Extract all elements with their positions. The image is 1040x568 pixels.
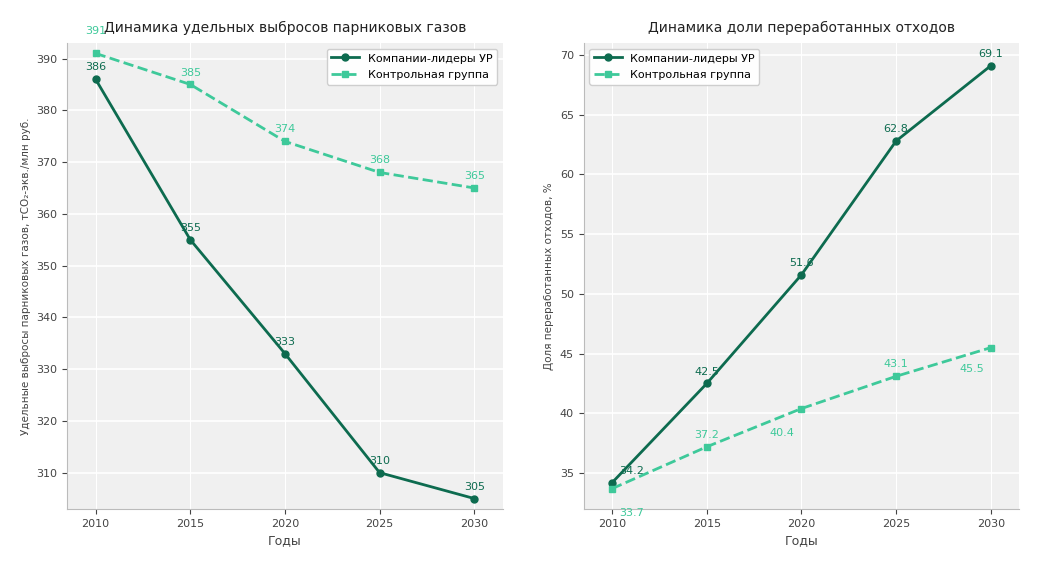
Text: 51.6: 51.6 — [789, 258, 813, 268]
Y-axis label: Доля переработанных отходов, %: Доля переработанных отходов, % — [544, 182, 554, 370]
Text: 37.2: 37.2 — [695, 430, 720, 440]
Title: Динамика удельных выбросов парниковых газов: Динамика удельных выбросов парниковых га… — [104, 21, 466, 35]
Legend: Компании-лидеры УР, Контрольная группа: Компании-лидеры УР, Контрольная группа — [590, 49, 759, 85]
Text: 45.5: 45.5 — [959, 364, 984, 374]
X-axis label: Годы: Годы — [784, 534, 818, 547]
Text: 355: 355 — [180, 223, 201, 233]
Text: 385: 385 — [180, 68, 201, 77]
Legend: Компании-лидеры УР, Контрольная группа: Компании-лидеры УР, Контрольная группа — [327, 49, 497, 85]
Text: 368: 368 — [369, 156, 390, 165]
Text: 43.1: 43.1 — [884, 360, 909, 369]
Text: 386: 386 — [85, 62, 106, 72]
Text: 42.5: 42.5 — [695, 366, 720, 377]
Title: Динамика доли переработанных отходов: Динамика доли переработанных отходов — [648, 21, 955, 35]
Text: 62.8: 62.8 — [884, 124, 909, 134]
Text: 374: 374 — [275, 124, 295, 135]
Text: 365: 365 — [464, 171, 485, 181]
Text: 333: 333 — [275, 337, 295, 346]
Text: 305: 305 — [464, 482, 485, 491]
Text: 391: 391 — [85, 26, 106, 36]
Y-axis label: Удельные выбросы парниковых газов, тСО₂-экв./млн руб.: Удельные выбросы парниковых газов, тСО₂-… — [21, 117, 31, 435]
Text: 34.2: 34.2 — [619, 466, 644, 475]
Text: 33.7: 33.7 — [619, 508, 644, 518]
X-axis label: Годы: Годы — [268, 534, 302, 547]
Text: 310: 310 — [369, 456, 390, 466]
Text: 40.4: 40.4 — [770, 428, 795, 438]
Text: 69.1: 69.1 — [979, 49, 1004, 59]
